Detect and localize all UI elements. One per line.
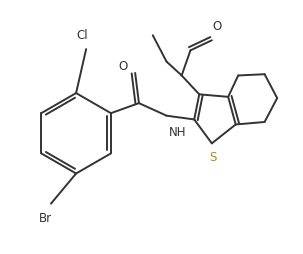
Text: O: O xyxy=(118,60,128,73)
Text: NH: NH xyxy=(169,126,187,139)
Text: O: O xyxy=(212,20,221,33)
Text: Cl: Cl xyxy=(77,28,88,42)
Text: S: S xyxy=(209,151,217,164)
Text: Br: Br xyxy=(39,212,52,226)
